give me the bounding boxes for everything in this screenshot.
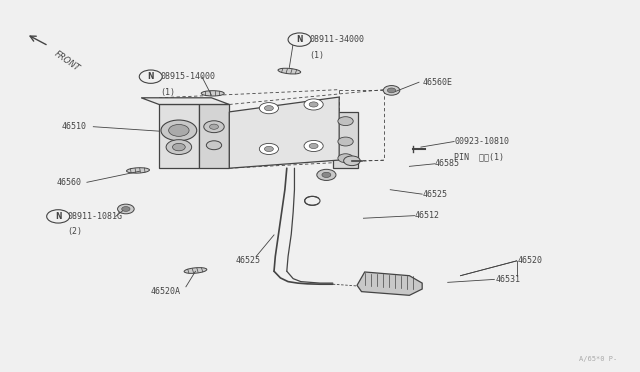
Text: N: N [55,212,61,221]
Circle shape [264,146,273,151]
Circle shape [309,143,318,148]
Text: A/65*0 P-: A/65*0 P- [579,356,617,362]
Circle shape [204,121,224,133]
Circle shape [122,206,130,211]
Circle shape [317,169,336,180]
Text: 46512: 46512 [415,211,440,220]
Circle shape [304,140,323,151]
Polygon shape [198,105,229,168]
Polygon shape [141,98,229,105]
Text: 08911-1081G: 08911-1081G [68,212,123,221]
Text: 46520A: 46520A [151,287,180,296]
Circle shape [338,137,353,146]
Text: 46520: 46520 [518,256,543,265]
Circle shape [173,143,185,151]
Circle shape [140,70,163,83]
Text: 08911-34000: 08911-34000 [309,35,364,44]
Circle shape [309,102,318,107]
Ellipse shape [127,168,150,173]
Text: 08915-14000: 08915-14000 [161,72,215,81]
Text: 46560E: 46560E [422,78,452,87]
Text: 46525: 46525 [236,256,260,265]
Circle shape [118,204,134,214]
Circle shape [166,140,191,154]
Polygon shape [357,272,422,295]
Circle shape [206,141,221,150]
Circle shape [264,106,273,111]
Circle shape [288,33,311,46]
Circle shape [338,154,353,163]
Circle shape [344,156,360,166]
Circle shape [259,103,278,114]
Polygon shape [159,105,198,168]
Text: (1): (1) [161,88,175,97]
Polygon shape [229,97,339,168]
Circle shape [387,88,396,93]
Circle shape [161,120,196,141]
Circle shape [304,99,323,110]
Text: PIN  ピン(1): PIN ピン(1) [454,153,504,161]
Circle shape [259,143,278,154]
Circle shape [169,125,189,137]
Text: 46585: 46585 [435,159,460,168]
Text: 46525: 46525 [422,190,447,199]
Text: 00923-10810: 00923-10810 [454,137,509,146]
Circle shape [338,117,353,126]
Text: (1): (1) [309,51,324,60]
Text: 46510: 46510 [61,122,86,131]
Text: (2): (2) [68,227,83,237]
Circle shape [383,86,400,95]
Text: N: N [296,35,303,44]
Ellipse shape [278,68,301,74]
Circle shape [322,172,331,177]
Circle shape [47,210,70,223]
Polygon shape [333,112,358,168]
Text: 46560: 46560 [57,178,82,187]
Text: N: N [147,72,154,81]
Ellipse shape [201,91,224,96]
Circle shape [209,124,218,129]
Text: FRONT: FRONT [53,49,82,73]
Ellipse shape [184,267,207,273]
Text: 46531: 46531 [495,275,520,284]
